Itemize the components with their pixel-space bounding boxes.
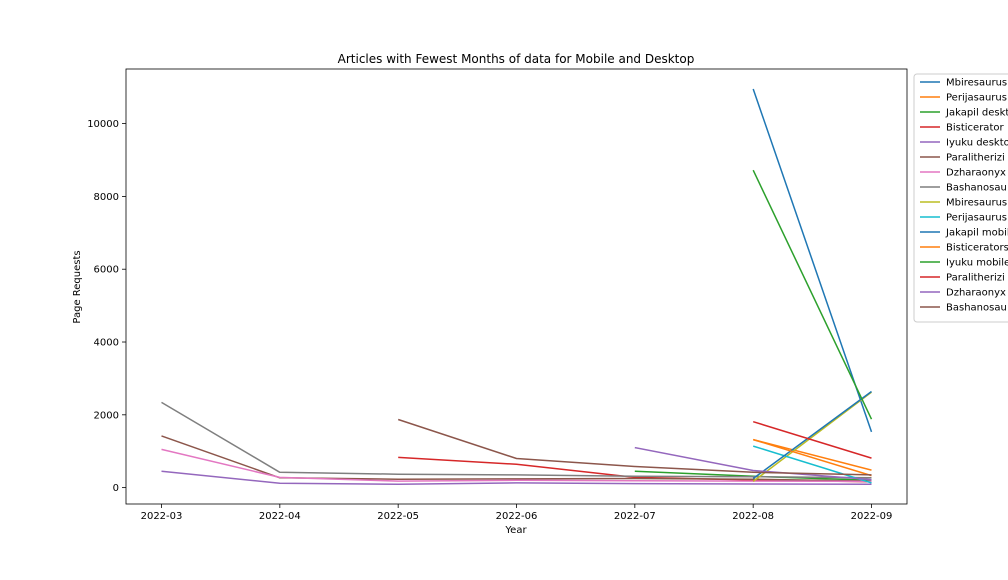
- series-line-10: [752, 445, 872, 484]
- y-tick-label: 6000: [94, 265, 119, 276]
- legend-label-9: Mbiresaurus: [946, 198, 1007, 209]
- x-tick-label: 2022-08: [732, 511, 774, 522]
- y-tick-label: 4000: [94, 338, 119, 349]
- series-line-15: [634, 446, 872, 481]
- series-line-14: [752, 420, 872, 459]
- chart-title: Articles with Fewest Months of data for …: [338, 52, 695, 66]
- series-line-8: [161, 401, 872, 479]
- series-layer: [161, 88, 873, 486]
- legend-label-1: Mbiresaurus: [946, 78, 1007, 89]
- legend-label-8: Bashanosau: [946, 183, 1007, 194]
- x-tick-label: 2022-04: [259, 511, 301, 522]
- y-tick-label: 0: [113, 483, 119, 494]
- y-axis-label: Page Requests: [72, 250, 83, 323]
- series-line-9: [752, 391, 872, 482]
- series-line-5: [161, 470, 872, 486]
- legend-label-2: Perijasaurus: [946, 93, 1007, 104]
- legend-label-12: Bisticerators: [946, 243, 1008, 254]
- legend-label-7: Dzharaonyx: [946, 168, 1006, 179]
- series-line-12: [752, 438, 872, 477]
- y-tick-label: 10000: [87, 119, 119, 130]
- legend-label-14: Paralitherizi: [946, 273, 1005, 284]
- legend-label-4: Bisticerator: [946, 123, 1004, 134]
- legend-label-5: Iyuku deskto: [946, 138, 1008, 149]
- legend-label-6: Paralitherizi: [946, 153, 1005, 164]
- legend-box: [913, 73, 1008, 323]
- x-tick-label: 2022-06: [496, 511, 538, 522]
- series-line-16: [397, 418, 872, 476]
- legend-label-3: Jakapil deskt: [945, 108, 1008, 119]
- x-axis-label: Year: [504, 525, 527, 536]
- legend-label-10: Perijasaurus: [946, 213, 1007, 224]
- series-line-2: [753, 438, 872, 471]
- legend-label-11: Jakapil mobil: [945, 228, 1008, 239]
- x-tick-label: 2022-09: [851, 511, 893, 522]
- legend-label-15: Dzharaonyx: [946, 288, 1006, 299]
- y-tick-label: 2000: [94, 410, 119, 421]
- legend-label-16: Bashanosau: [946, 303, 1007, 314]
- legend-label-13: Iyuku mobile: [946, 258, 1008, 269]
- series-line-13: [752, 169, 873, 420]
- x-tick-label: 2022-05: [377, 511, 419, 522]
- series-line-1: [752, 88, 873, 433]
- x-tick-label: 2022-03: [141, 511, 183, 522]
- axes-layer: 2022-03 2022-04 2022-05 2022-06 2022-07 2022-…: [87, 68, 908, 522]
- series-line-11: [752, 390, 872, 480]
- x-tick-label: 2022-07: [614, 511, 656, 522]
- legend: Mbiresaurus Perijasaurus Jakapil deskt Bist…: [913, 73, 1008, 323]
- y-tick-label: 8000: [94, 192, 119, 203]
